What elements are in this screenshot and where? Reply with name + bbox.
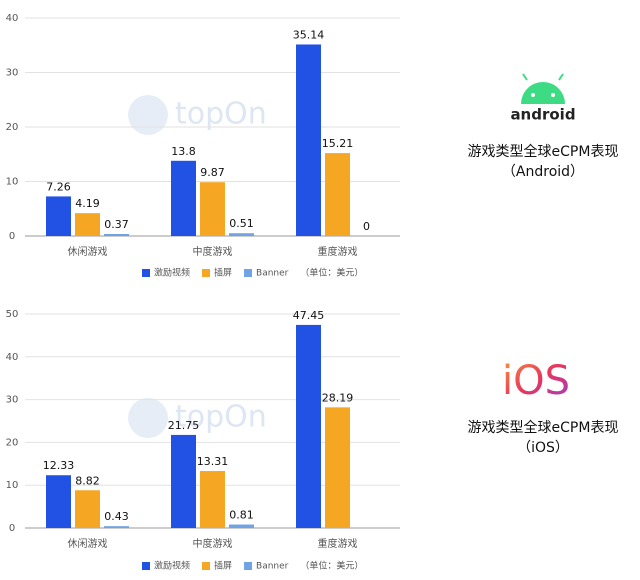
chart-subtitle: （Android） <box>502 164 584 180</box>
value-label: 12.33 <box>43 459 75 472</box>
y-tick-label: 30 <box>6 68 19 79</box>
value-label: 8.82 <box>75 474 100 487</box>
legend-label: Banner <box>256 562 289 572</box>
value-label: 7.26 <box>46 180 71 193</box>
legend-swatch <box>202 269 211 277</box>
legend-note: （单位：美元） <box>300 560 363 572</box>
value-label: 28.19 <box>322 391 354 404</box>
legend-label: 插屏 <box>214 560 232 572</box>
bar <box>229 233 254 236</box>
chart-title: 游戏类型全球eCPM表现 <box>468 419 619 436</box>
bar <box>229 524 254 528</box>
bar <box>75 490 100 528</box>
watermark-icon <box>128 95 168 135</box>
legend-swatch <box>202 562 211 570</box>
x-tick-label: 重度游戏 <box>318 537 358 550</box>
y-tick-label: 10 <box>6 480 19 491</box>
legend-label: 插屏 <box>214 267 232 279</box>
legend-swatch <box>244 269 253 277</box>
value-label: 9.87 <box>200 166 225 179</box>
android-text: android <box>510 106 575 124</box>
y-tick-label: 30 <box>6 395 19 406</box>
bar <box>296 44 321 236</box>
legend-swatch <box>244 562 253 570</box>
y-tick-label: 40 <box>6 352 19 363</box>
bar <box>296 324 321 528</box>
bar <box>200 182 225 236</box>
bar <box>46 196 71 236</box>
bar <box>325 153 350 236</box>
bar <box>104 526 129 528</box>
bar <box>46 475 71 528</box>
value-label: 13.8 <box>171 145 196 158</box>
value-label: 15.21 <box>322 137 354 150</box>
bar <box>200 471 225 528</box>
y-tick-label: 20 <box>6 122 19 133</box>
watermark: topOn <box>175 97 267 132</box>
value-label: 0.43 <box>104 510 129 523</box>
value-label: 0.51 <box>229 217 254 230</box>
android-logo: android <box>510 73 576 124</box>
bar <box>171 160 196 236</box>
value-label: 0.81 <box>229 509 254 522</box>
value-label: 35.14 <box>293 28 325 41</box>
bar <box>104 233 129 236</box>
legend-swatch <box>142 562 150 570</box>
x-tick-label: 重度游戏 <box>318 245 358 258</box>
y-tick-label: 40 <box>6 13 19 24</box>
legend-label: Banner <box>256 269 289 279</box>
y-tick-label: 50 <box>6 309 19 320</box>
value-label: 21.75 <box>168 419 200 432</box>
ios-logo: iOS <box>502 358 570 404</box>
legend-label: 激励视频 <box>154 560 190 572</box>
bar <box>171 434 196 528</box>
x-tick-label: 休闲游戏 <box>68 537 108 550</box>
y-tick-label: 10 <box>6 177 19 188</box>
bar <box>75 213 100 236</box>
x-tick-label: 中度游戏 <box>193 245 233 258</box>
y-tick-label: 0 <box>9 523 15 534</box>
value-label: 4.19 <box>75 197 100 210</box>
legend-label: 激励视频 <box>154 267 190 279</box>
y-tick-label: 20 <box>6 437 19 448</box>
chart-subtitle: （iOS） <box>517 440 569 456</box>
watermark: topOn <box>175 400 267 435</box>
legend-note: （单位：美元） <box>300 267 363 279</box>
bar <box>325 407 350 528</box>
value-label: 13.31 <box>197 455 229 468</box>
legend-swatch <box>142 269 150 277</box>
x-tick-label: 休闲游戏 <box>68 245 108 258</box>
chart-title: 游戏类型全球eCPM表现 <box>468 143 619 160</box>
value-label: 0 <box>363 220 370 233</box>
value-label: 47.45 <box>293 309 325 322</box>
value-label: 0.37 <box>104 218 129 231</box>
y-tick-label: 0 <box>9 231 15 242</box>
x-tick-label: 中度游戏 <box>193 537 233 550</box>
watermark-icon <box>128 398 168 438</box>
